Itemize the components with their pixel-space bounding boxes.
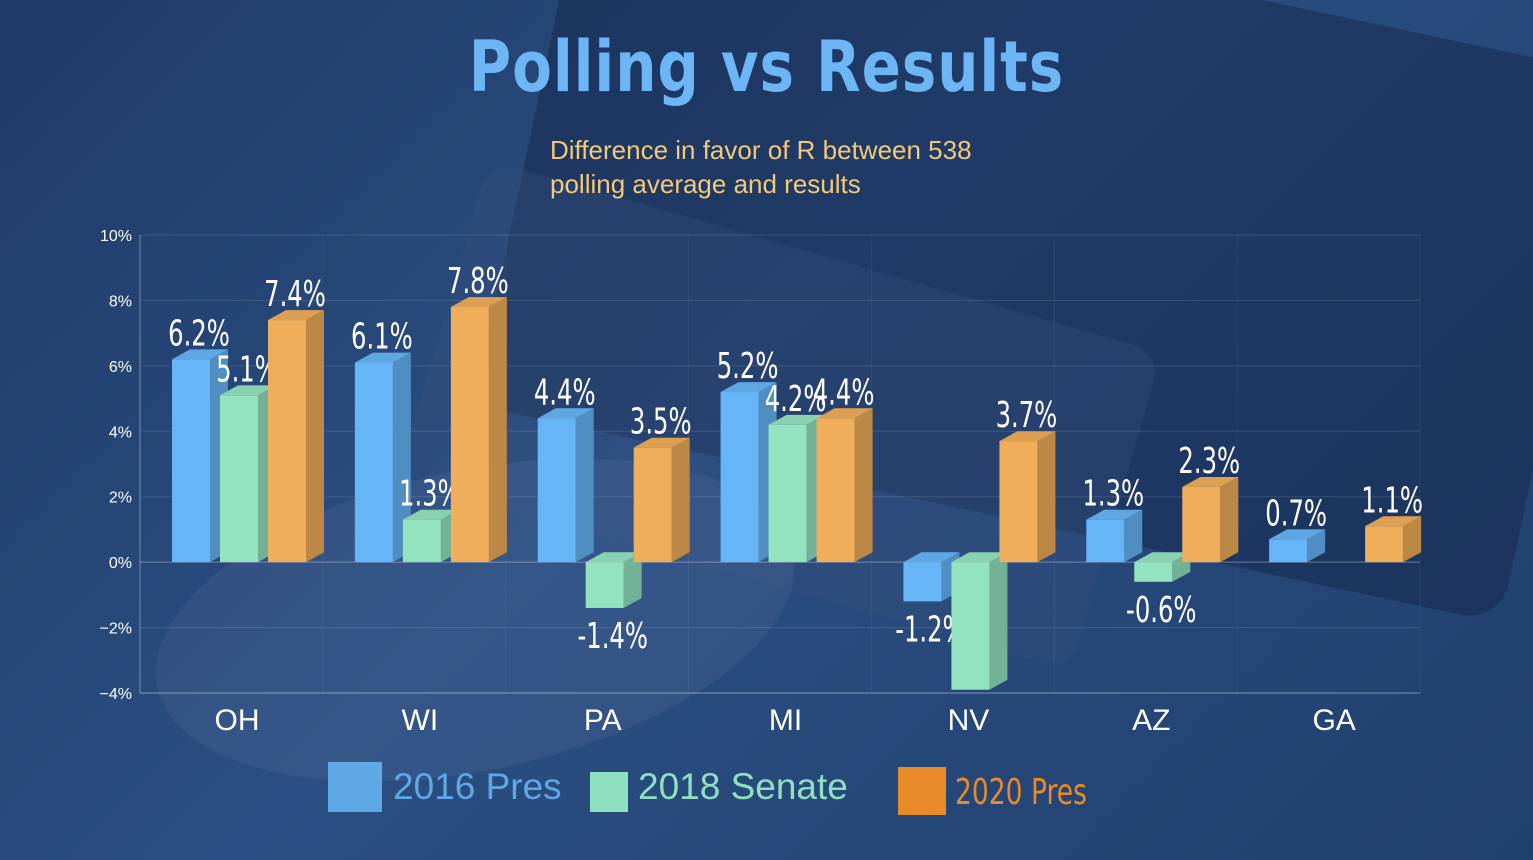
legend-swatch-2018-senate <box>590 772 628 812</box>
bar <box>354 362 393 563</box>
bar-top <box>268 310 324 321</box>
x-tick-label: GA <box>1312 704 1355 737</box>
bar-side <box>575 408 594 563</box>
bar-top <box>720 382 777 393</box>
bar-side <box>671 437 690 563</box>
bar-side <box>392 352 411 563</box>
bar <box>999 441 1038 563</box>
legend-label-2018-senate: 2018 Senate <box>638 766 848 807</box>
bar <box>1182 486 1221 563</box>
data-label: 0.7% <box>1265 494 1327 534</box>
legend-swatch-2020-pres <box>898 767 946 815</box>
bar-top <box>354 352 411 363</box>
y-tick-label: 8% <box>109 293 132 310</box>
data-label: 6.1% <box>351 317 413 357</box>
bar-top <box>816 408 873 419</box>
y-tick-label: 2% <box>109 490 132 507</box>
chart-subtitle: Difference in favor of R between 538 pol… <box>550 135 972 199</box>
bar <box>585 562 624 608</box>
bar <box>720 392 759 563</box>
data-label: 1.1% <box>1361 481 1423 521</box>
bar-top <box>172 349 228 360</box>
bar-top <box>1086 509 1143 520</box>
bar-top <box>1134 552 1191 563</box>
bar-top <box>585 552 642 563</box>
bar <box>633 447 672 563</box>
bar-top <box>220 385 276 396</box>
data-label: 7.8% <box>447 262 509 302</box>
bar <box>220 395 258 563</box>
bar-side <box>1307 529 1326 563</box>
legend-label-2016-pres: 2016 Pres <box>393 766 562 807</box>
bar-top <box>1182 477 1239 487</box>
data-label: 5.1% <box>216 350 278 390</box>
bar-side <box>1037 431 1056 563</box>
data-label: 4.2% <box>765 379 827 419</box>
bar <box>537 418 576 563</box>
y-tick-label: 4% <box>109 424 132 441</box>
bar-top <box>951 552 1008 563</box>
y-tick-label: 10% <box>100 228 132 245</box>
bar <box>1269 539 1308 563</box>
bar <box>903 562 942 602</box>
data-label: 2.3% <box>1178 442 1240 482</box>
y-tick-label: −4% <box>100 686 132 703</box>
data-label: 7.4% <box>264 275 326 315</box>
bar-top <box>903 552 960 563</box>
bar <box>1134 562 1173 582</box>
legend: 2016 Pres 2018 Senate 2020 Pres <box>0 762 1533 815</box>
x-tick-label: MI <box>769 704 802 737</box>
bar <box>816 418 855 563</box>
x-tick-label: PA <box>584 704 622 737</box>
bar-side <box>989 552 1008 690</box>
data-label: -1.4% <box>577 616 647 656</box>
bar-side <box>1403 516 1422 563</box>
data-label: 3.5% <box>630 402 692 442</box>
bar-side <box>1220 477 1239 563</box>
bar <box>1086 519 1125 563</box>
bar-top <box>999 431 1056 442</box>
x-tick-label: OH <box>215 704 260 737</box>
chart-title: Polling vs Results <box>468 26 1065 108</box>
bar <box>768 424 807 563</box>
x-tick-label: NV <box>948 704 990 737</box>
bar-side <box>623 552 642 608</box>
bar <box>951 562 990 690</box>
bar <box>450 306 489 563</box>
data-label: 4.4% <box>534 373 596 413</box>
bar-top <box>1365 516 1422 527</box>
data-label: 3.7% <box>996 396 1058 436</box>
bar <box>1365 526 1404 563</box>
bar-side <box>1124 509 1143 563</box>
bar <box>268 320 306 563</box>
legend-label-2020-pres: 2020 Pres <box>955 772 1087 813</box>
legend-swatch-2016-pres <box>328 762 382 812</box>
bar-top <box>1269 529 1326 540</box>
bar-top <box>768 414 825 425</box>
bar <box>402 519 441 563</box>
data-label: -0.6% <box>1126 590 1196 630</box>
data-label: 5.2% <box>717 347 779 387</box>
data-label: 1.3% <box>1082 474 1144 514</box>
bar-top <box>402 509 459 520</box>
bar-side <box>306 310 324 563</box>
bar-side <box>488 297 507 563</box>
x-tick-label: WI <box>402 704 439 737</box>
y-tick-label: 6% <box>109 359 132 376</box>
bar-side <box>854 408 873 563</box>
y-tick-label: −2% <box>100 621 132 638</box>
bar-top <box>633 437 690 448</box>
data-label: 6.2% <box>168 314 230 354</box>
bar <box>172 359 210 563</box>
x-tick-label: AZ <box>1132 704 1170 737</box>
y-tick-label: 0% <box>109 555 132 572</box>
bar-top <box>537 408 594 419</box>
data-label: 4.4% <box>813 373 875 413</box>
data-label: 1.3% <box>399 474 461 514</box>
bar-top <box>450 297 507 307</box>
